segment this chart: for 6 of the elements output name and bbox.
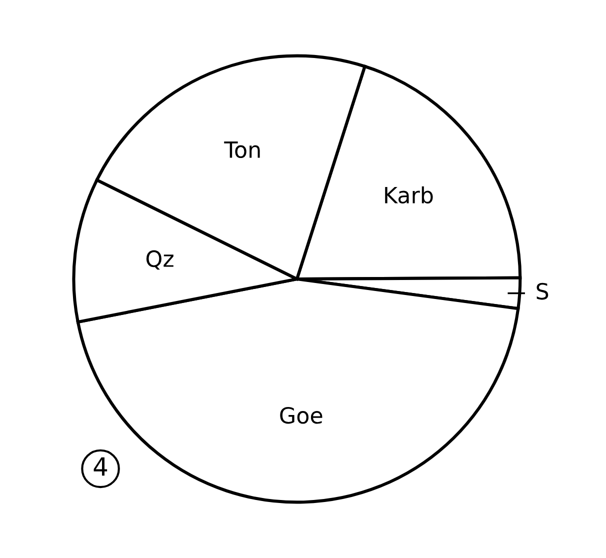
slice-label: Goe xyxy=(280,406,322,424)
slice-label: S xyxy=(536,282,548,300)
slice-label: Qz xyxy=(146,250,174,270)
slice-label: Karb xyxy=(385,186,433,204)
slice-label: Ton xyxy=(224,142,260,158)
text: 4 xyxy=(94,457,108,476)
